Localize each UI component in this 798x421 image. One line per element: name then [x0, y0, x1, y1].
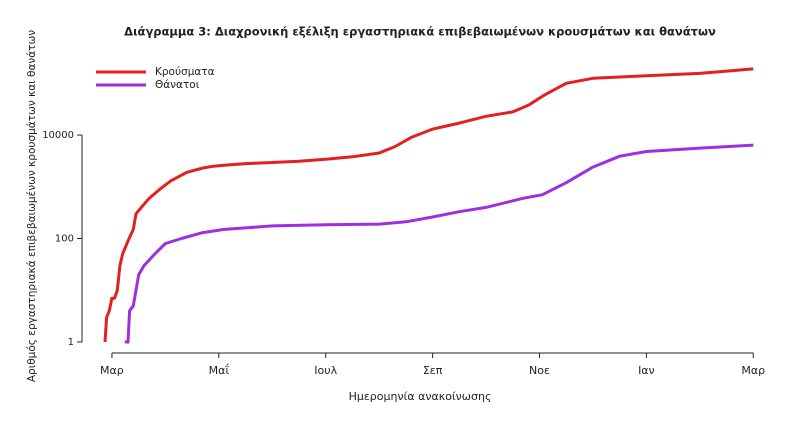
chart-title: Διάγραμμα 3: Διαχρονική εξέλιξη εργαστηρ…: [124, 25, 716, 39]
legend-label: Θάνατοι: [155, 79, 200, 91]
y-tick-label: 100: [55, 233, 74, 244]
legend-label: Κρούσματα: [155, 66, 215, 78]
series-line: [124, 143, 754, 344]
x-axis-label: Ημερομηνία ανακοίνωσης: [349, 390, 492, 403]
x-tick-label: Μαρ: [100, 364, 124, 377]
y-tick-label: 1: [68, 337, 74, 348]
y-tick-label: 10000: [42, 130, 74, 141]
x-tick-label: Σεπ: [423, 364, 443, 377]
x-tick-label: Μαρ: [741, 364, 765, 377]
x-tick-label: Ιουλ: [314, 364, 337, 377]
x-tick-label: Νοε: [529, 364, 550, 377]
series-line: [103, 67, 754, 343]
y-axis-label: Αριθμός εργαστηριακά επιβεβαιωμένων κρου…: [26, 30, 38, 382]
x-tick-label: Ιαν: [638, 364, 655, 377]
x-tick-label: Μαΐ: [209, 363, 230, 377]
